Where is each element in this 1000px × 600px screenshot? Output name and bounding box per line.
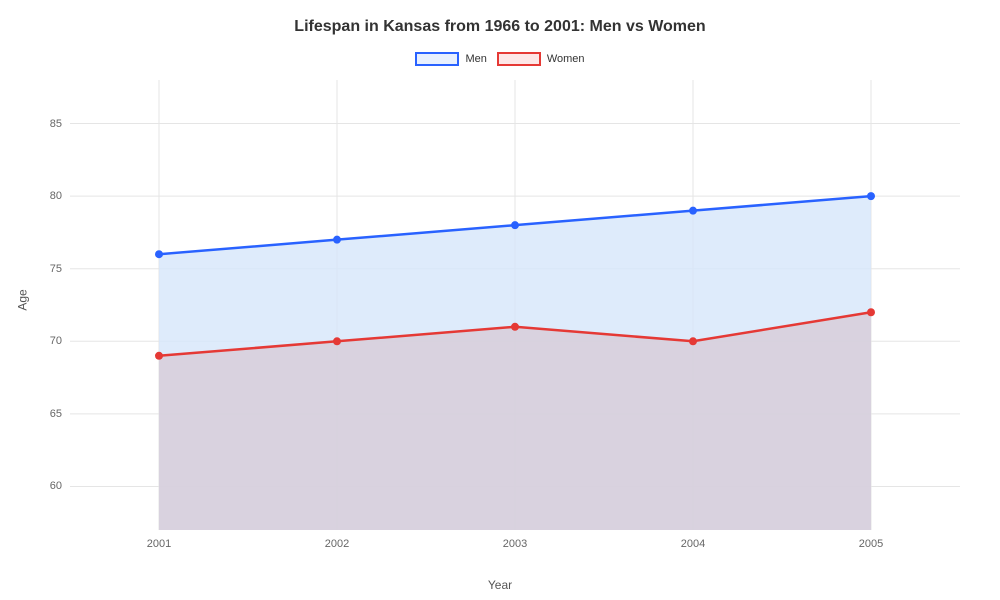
- chart-container: Lifespan in Kansas from 1966 to 2001: Me…: [0, 0, 1000, 600]
- legend-label-men: Men: [465, 53, 486, 65]
- marker-series-0: [689, 207, 697, 215]
- ytick-label: 85: [50, 118, 70, 130]
- chart-legend: Men Women: [0, 52, 1000, 66]
- chart-title: Lifespan in Kansas from 1966 to 2001: Me…: [0, 18, 1000, 36]
- marker-series-0: [511, 221, 519, 229]
- legend-swatch-women: [497, 52, 541, 66]
- ytick-label: 70: [50, 335, 70, 347]
- x-axis-label: Year: [488, 578, 512, 592]
- legend-swatch-men: [415, 52, 459, 66]
- ytick-label: 80: [50, 190, 70, 202]
- marker-series-0: [155, 250, 163, 258]
- legend-item-men: Men: [415, 52, 486, 66]
- marker-series-1: [155, 352, 163, 360]
- marker-series-1: [333, 337, 341, 345]
- marker-series-1: [689, 337, 697, 345]
- xtick-label: 2004: [681, 530, 705, 550]
- xtick-label: 2005: [859, 530, 883, 550]
- marker-series-0: [867, 192, 875, 200]
- plot-area: 60657075808520012002200320042005: [70, 80, 960, 530]
- marker-series-1: [867, 308, 875, 316]
- legend-label-women: Women: [547, 53, 585, 65]
- ytick-label: 75: [50, 263, 70, 275]
- y-axis-label: Age: [16, 289, 30, 310]
- ytick-label: 60: [50, 480, 70, 492]
- marker-series-1: [511, 323, 519, 331]
- xtick-label: 2003: [503, 530, 527, 550]
- legend-item-women: Women: [497, 52, 585, 66]
- xtick-label: 2001: [147, 530, 171, 550]
- marker-series-0: [333, 236, 341, 244]
- ytick-label: 65: [50, 408, 70, 420]
- chart-svg: [70, 80, 960, 530]
- xtick-label: 2002: [325, 530, 349, 550]
